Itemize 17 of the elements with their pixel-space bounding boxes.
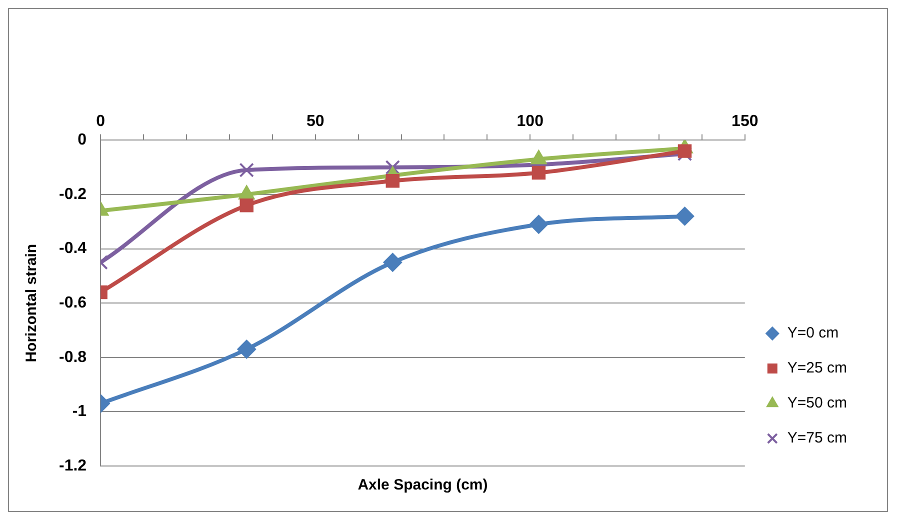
y-tick-label: -0.4 <box>58 240 87 258</box>
legend-label: Y=25 cm <box>787 360 848 377</box>
y-tick-label: 0 <box>78 132 87 149</box>
legend-label: Y=75 cm <box>787 430 848 447</box>
y-tick-label: -0.8 <box>58 348 87 366</box>
x-tick-label: 50 <box>306 113 324 130</box>
legend-label: Y=50 cm <box>787 394 848 412</box>
x-tick-label: 0 <box>96 113 106 130</box>
y-tick-label: -0.6 <box>58 294 87 312</box>
legend-label: Y=0 cm <box>787 324 839 342</box>
y-tick-label: -0.2 <box>58 186 87 203</box>
x-tick-label: 100 <box>516 113 544 130</box>
x-axis-title: Axle Spacing (cm) <box>358 476 488 494</box>
y-tick-label: -1.2 <box>58 457 87 474</box>
y-axis-title: Horizontal strain <box>23 244 40 362</box>
x-tick-label: 150 <box>732 113 758 130</box>
y-tick-label: -1 <box>72 403 87 420</box>
